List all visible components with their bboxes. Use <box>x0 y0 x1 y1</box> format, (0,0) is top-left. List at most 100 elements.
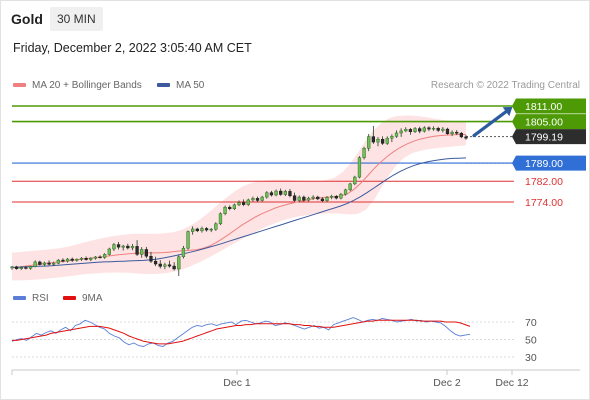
candle-body-down <box>84 258 88 260</box>
candle <box>181 245 186 259</box>
candle <box>292 192 297 202</box>
candle <box>61 258 65 263</box>
price-tag-label: 1774.00 <box>525 197 563 209</box>
bollinger-band <box>12 115 466 281</box>
candle-body-down <box>241 202 246 205</box>
candle <box>89 257 93 262</box>
candle <box>33 260 37 268</box>
candle-body-down <box>144 249 148 257</box>
candle <box>371 125 375 144</box>
rsi-legend-label: RSI <box>32 293 49 304</box>
candle-body-up <box>339 193 343 199</box>
candle <box>214 222 218 231</box>
candle-body-down <box>427 127 431 130</box>
candle <box>343 188 348 196</box>
ma20-legend-label: MA 20 + Bollinger Bands <box>32 80 142 91</box>
candle <box>251 196 255 202</box>
candle <box>204 227 209 232</box>
candle <box>200 226 204 233</box>
candle <box>153 256 158 267</box>
time-tick-label: Dec 1 <box>223 377 251 389</box>
candle <box>140 247 144 258</box>
candle <box>311 195 315 200</box>
candle-body-down <box>292 195 297 201</box>
candle <box>441 127 445 133</box>
candle-body-up <box>200 228 204 232</box>
price-tag-label: 1799.19 <box>525 132 563 144</box>
price-tag-label: 1789.00 <box>525 158 563 170</box>
candle <box>84 256 88 261</box>
candle <box>348 182 352 192</box>
candle <box>316 195 320 201</box>
candle-body-down <box>153 260 158 265</box>
candle <box>158 260 162 269</box>
candle-body-down <box>228 206 232 210</box>
candle-body-up <box>93 256 98 259</box>
candle-body-up <box>223 206 227 214</box>
candle-body-up <box>413 128 417 132</box>
candle-body-up <box>348 183 352 191</box>
candlesticks <box>10 125 468 276</box>
rsi-ma-legend-label: 9MA <box>82 293 103 304</box>
candle <box>75 258 79 262</box>
candle <box>394 130 399 138</box>
candle <box>103 253 107 259</box>
ma50-line <box>11 157 467 268</box>
candle-body-up <box>404 129 408 132</box>
candle-body-down <box>436 128 440 131</box>
candle-body-down <box>255 198 260 201</box>
candle-body-up <box>353 176 357 185</box>
candle <box>38 260 42 266</box>
candle-body-down <box>158 263 162 267</box>
timeframe-button[interactable]: 30 MIN <box>50 7 103 31</box>
candle <box>112 242 116 252</box>
rsi-tick-label: 50 <box>525 335 537 347</box>
candle-body-down <box>24 267 28 269</box>
bollinger-band-area <box>12 115 466 281</box>
candle-body-up <box>10 266 14 269</box>
candle <box>380 136 385 145</box>
candle <box>283 189 287 197</box>
candle-body-up <box>376 138 380 143</box>
candle <box>376 137 380 147</box>
candle <box>130 244 135 251</box>
candle-body-up <box>140 249 144 255</box>
candle-body-down <box>320 198 325 201</box>
candle <box>274 189 278 197</box>
candle-body-down <box>371 136 375 143</box>
candle-body-down <box>418 128 422 132</box>
candle-body-down <box>204 228 209 231</box>
candle <box>408 128 413 135</box>
candle <box>93 255 98 260</box>
candle-body-up <box>441 128 445 131</box>
candle-body-down <box>14 266 19 269</box>
candle-body-down <box>61 259 65 262</box>
price-tag-1789.00: 1789.00 <box>512 155 586 171</box>
candle <box>163 262 167 270</box>
candle-body-down <box>149 255 153 262</box>
candle <box>79 257 84 261</box>
candle <box>450 130 454 137</box>
candle <box>459 131 464 139</box>
candle-body-up <box>422 127 426 132</box>
candle-body-down <box>98 256 102 259</box>
candle <box>209 227 213 233</box>
candle <box>367 134 371 152</box>
candle <box>218 212 223 226</box>
candle <box>297 195 301 203</box>
candle-body-down <box>38 261 42 265</box>
candle <box>246 198 250 206</box>
candle <box>455 130 459 136</box>
rsi-swatch <box>13 296 26 301</box>
candle-body-up <box>177 256 181 270</box>
candle-body-down <box>380 138 385 144</box>
candle-body-down <box>459 132 464 138</box>
price-tags: 1811.00 1805.00 1799.19 1789.00 1782.00 1774.… <box>512 98 586 209</box>
candle <box>269 190 274 197</box>
candle <box>339 192 343 200</box>
candle <box>413 127 417 133</box>
candle <box>265 191 269 199</box>
price-tag-box <box>512 155 586 171</box>
price-tag-1799.19: 1799.19 <box>512 129 586 145</box>
